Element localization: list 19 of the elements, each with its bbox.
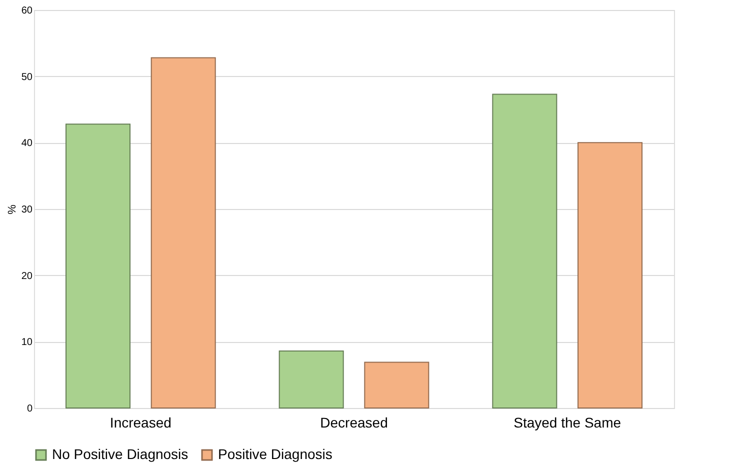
y-tick-label: 40 <box>21 138 33 150</box>
bar <box>364 362 430 408</box>
y-tick-label: 0 <box>26 404 33 414</box>
x-tick-label: Increased <box>110 414 172 430</box>
bar <box>578 142 642 408</box>
y-tick-label: 30 <box>21 204 33 216</box>
y-axis-title: % <box>6 204 18 214</box>
y-tick-label: 10 <box>21 337 33 348</box>
x-tick-label: Decreased <box>320 414 388 430</box>
y-tick-label: 50 <box>21 72 33 83</box>
bar <box>278 350 344 408</box>
y-tick-label: 20 <box>21 270 33 282</box>
bar <box>150 57 216 408</box>
legend-label: No Positive Diagnosis <box>52 446 188 462</box>
bar <box>66 124 130 408</box>
y-tick-label: 60 <box>21 6 33 16</box>
bar <box>492 94 558 408</box>
legend-label: Positive Diagnosis <box>218 446 332 462</box>
x-tick-label: Stayed the Same <box>514 414 622 430</box>
